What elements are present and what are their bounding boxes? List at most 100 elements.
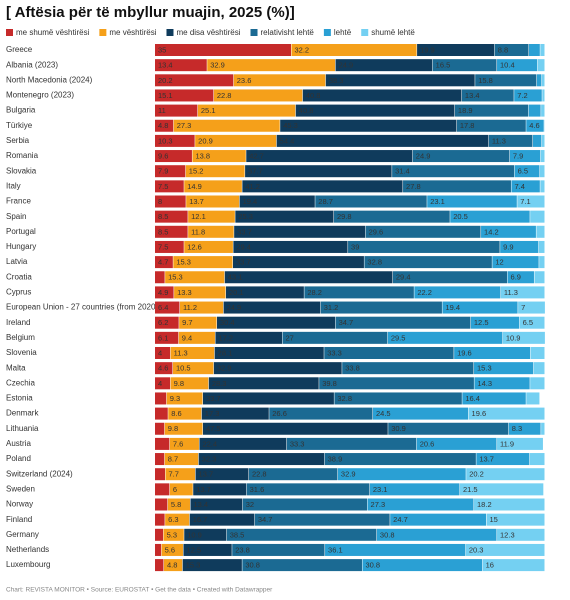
bar-segment <box>193 483 247 496</box>
data-label: 28.3 <box>212 379 227 388</box>
data-label: 34.7 <box>258 515 273 524</box>
bar-segment <box>188 225 234 238</box>
bar-segment <box>325 543 466 556</box>
data-label: 41.2 <box>245 182 260 191</box>
y-tick-label: Malta <box>6 363 26 372</box>
data-label: 4.6 <box>158 364 168 373</box>
data-label: 22.8 <box>252 470 267 479</box>
bar-segment <box>541 74 545 87</box>
bar-segment <box>155 165 186 178</box>
data-label: 31.2 <box>324 303 339 312</box>
bar-segment <box>173 256 233 269</box>
data-label: 7.5 <box>158 182 168 191</box>
legend-swatch <box>250 29 258 36</box>
data-label: 22.4 <box>202 439 217 448</box>
data-label: 16.4 <box>465 394 480 403</box>
data-label: 24.5 <box>376 409 391 418</box>
bar-segment <box>195 468 249 481</box>
data-label: 10.9 <box>506 333 521 342</box>
bar-segment <box>174 286 226 299</box>
data-label: 13.7 <box>199 470 214 479</box>
data-label: 8.3 <box>512 424 522 433</box>
y-tick-label: Belgium <box>6 333 35 342</box>
legend-label: shumë lehtë <box>371 28 415 37</box>
data-label: 16 <box>486 561 494 570</box>
data-label: 38.3 <box>329 76 344 85</box>
data-label: 15 <box>490 515 498 524</box>
data-label: 37.7 <box>248 167 263 176</box>
data-label: 10.3 <box>158 136 173 145</box>
data-label: 7.2 <box>517 91 527 100</box>
bar-segment <box>526 119 544 132</box>
y-tick-label: Croatia <box>6 272 32 281</box>
bar-segment <box>392 271 508 284</box>
data-label: 18.2 <box>477 500 492 509</box>
bar-segment <box>155 347 171 359</box>
bar-segment <box>169 483 193 496</box>
data-label: 19.4 <box>243 197 258 206</box>
data-label: 47.5 <box>206 424 221 433</box>
data-label: 14.3 <box>477 379 492 388</box>
data-label: 20.5 <box>453 212 468 221</box>
bar-segment <box>155 74 234 87</box>
bar-segment <box>208 377 319 390</box>
data-label: 9.8 <box>168 424 178 433</box>
bar-segment <box>213 89 303 102</box>
data-label: 30.9 <box>391 424 406 433</box>
bar-segment <box>454 104 529 117</box>
data-label: 22.8 <box>217 91 232 100</box>
data-label: 6.2 <box>158 318 168 327</box>
data-label: 20.6 <box>420 439 435 448</box>
bar-segment <box>161 543 183 556</box>
bar-segment <box>320 301 442 314</box>
bar-segment <box>417 44 495 56</box>
bar-segment <box>319 377 474 390</box>
data-label: 13.7 <box>196 485 211 494</box>
data-label: 8.7 <box>168 455 178 464</box>
data-label: 15.2 <box>189 167 204 176</box>
data-label: 7.1 <box>520 197 530 206</box>
bar-segment <box>213 362 342 375</box>
data-label: 32.9 <box>341 470 356 479</box>
y-tick-label: Germany <box>6 530 39 539</box>
bar-segment <box>474 377 530 390</box>
y-tick-label: Switzerland (2024) <box>6 469 73 478</box>
bar-segment <box>539 165 545 178</box>
bar-segment <box>526 392 540 405</box>
bar-segment <box>155 119 174 132</box>
data-label: 13.4 <box>465 91 480 100</box>
data-label: 15.1 <box>158 91 173 100</box>
data-label: 22.2 <box>417 288 432 297</box>
data-label: 7.4 <box>514 182 524 191</box>
bar-segment <box>233 74 326 87</box>
bar-segment <box>155 59 207 72</box>
legend-swatch <box>6 29 13 36</box>
y-tick-label: Luxembourg <box>6 560 50 569</box>
bar-segment <box>369 483 460 496</box>
bar-segment <box>169 437 199 450</box>
data-label: 40.8 <box>299 106 314 115</box>
bar-segment <box>155 316 179 329</box>
data-label: 14.9 <box>187 182 202 191</box>
bar-segment <box>224 271 393 284</box>
data-label: 20.2 <box>469 470 484 479</box>
data-label: 25.1 <box>201 106 216 115</box>
data-label: 19.6 <box>457 348 472 357</box>
y-tick-label: Slovenia <box>6 348 37 357</box>
data-label: 29.6 <box>369 227 384 236</box>
data-label: 13.4 <box>193 500 208 509</box>
data-label: 30.8 <box>380 530 395 539</box>
data-label: 9.9 <box>503 242 513 251</box>
bar-segment <box>242 180 403 193</box>
data-label: 4.8 <box>167 561 177 570</box>
data-label: 11.3 <box>504 288 518 297</box>
bar-segment <box>155 528 164 541</box>
data-label: 9.7 <box>182 318 192 327</box>
data-label: 30.8 <box>245 561 260 570</box>
data-label: 27.8 <box>406 182 421 191</box>
bar-segment <box>276 134 489 147</box>
y-tick-label: Denmark <box>6 409 39 418</box>
data-label: 7.6 <box>173 439 183 448</box>
data-label: 16.7 <box>193 515 208 524</box>
